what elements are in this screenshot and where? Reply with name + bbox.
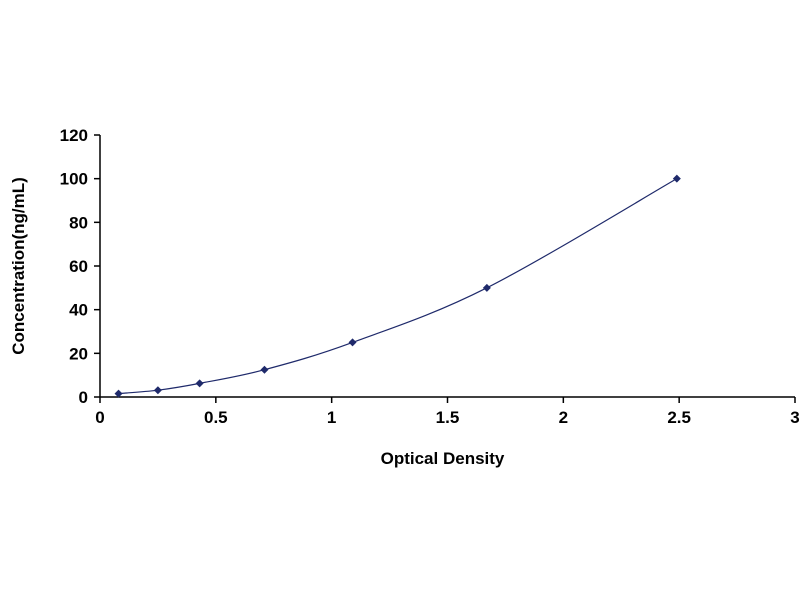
x-tick-label: 0 [95,408,104,427]
axes [99,135,795,398]
y-tick-label: 120 [60,126,88,145]
fit-curve-line [118,178,678,395]
data-point [348,338,357,347]
x-tick-label: 1.5 [436,408,460,427]
data-point [672,174,681,183]
data-point [114,389,123,398]
x-tick-label: 1 [327,408,336,427]
x-tick-label: 2.5 [667,408,691,427]
y-tick-label: 40 [69,301,88,320]
x-axis-ticks: 0 0.5 1 1.5 2 2.5 3 [95,397,800,427]
data-point [260,365,269,374]
y-axis-label: Concentration(ng/mL) [9,177,28,355]
data-point [482,283,491,292]
y-tick-label: 0 [79,388,88,407]
y-tick-label: 80 [69,213,88,232]
y-tick-label: 20 [69,344,88,363]
data-point [153,386,162,395]
y-tick-label: 60 [69,257,88,276]
x-axis-label: Optical Density [381,449,505,468]
x-tick-label: 0.5 [204,408,228,427]
data-points [114,174,681,398]
x-tick-label: 3 [790,408,799,427]
data-point [195,379,204,388]
y-tick-label: 100 [60,170,88,189]
y-axis-ticks: 0 20 40 60 80 100 120 [60,126,100,407]
x-tick-label: 2 [559,408,568,427]
